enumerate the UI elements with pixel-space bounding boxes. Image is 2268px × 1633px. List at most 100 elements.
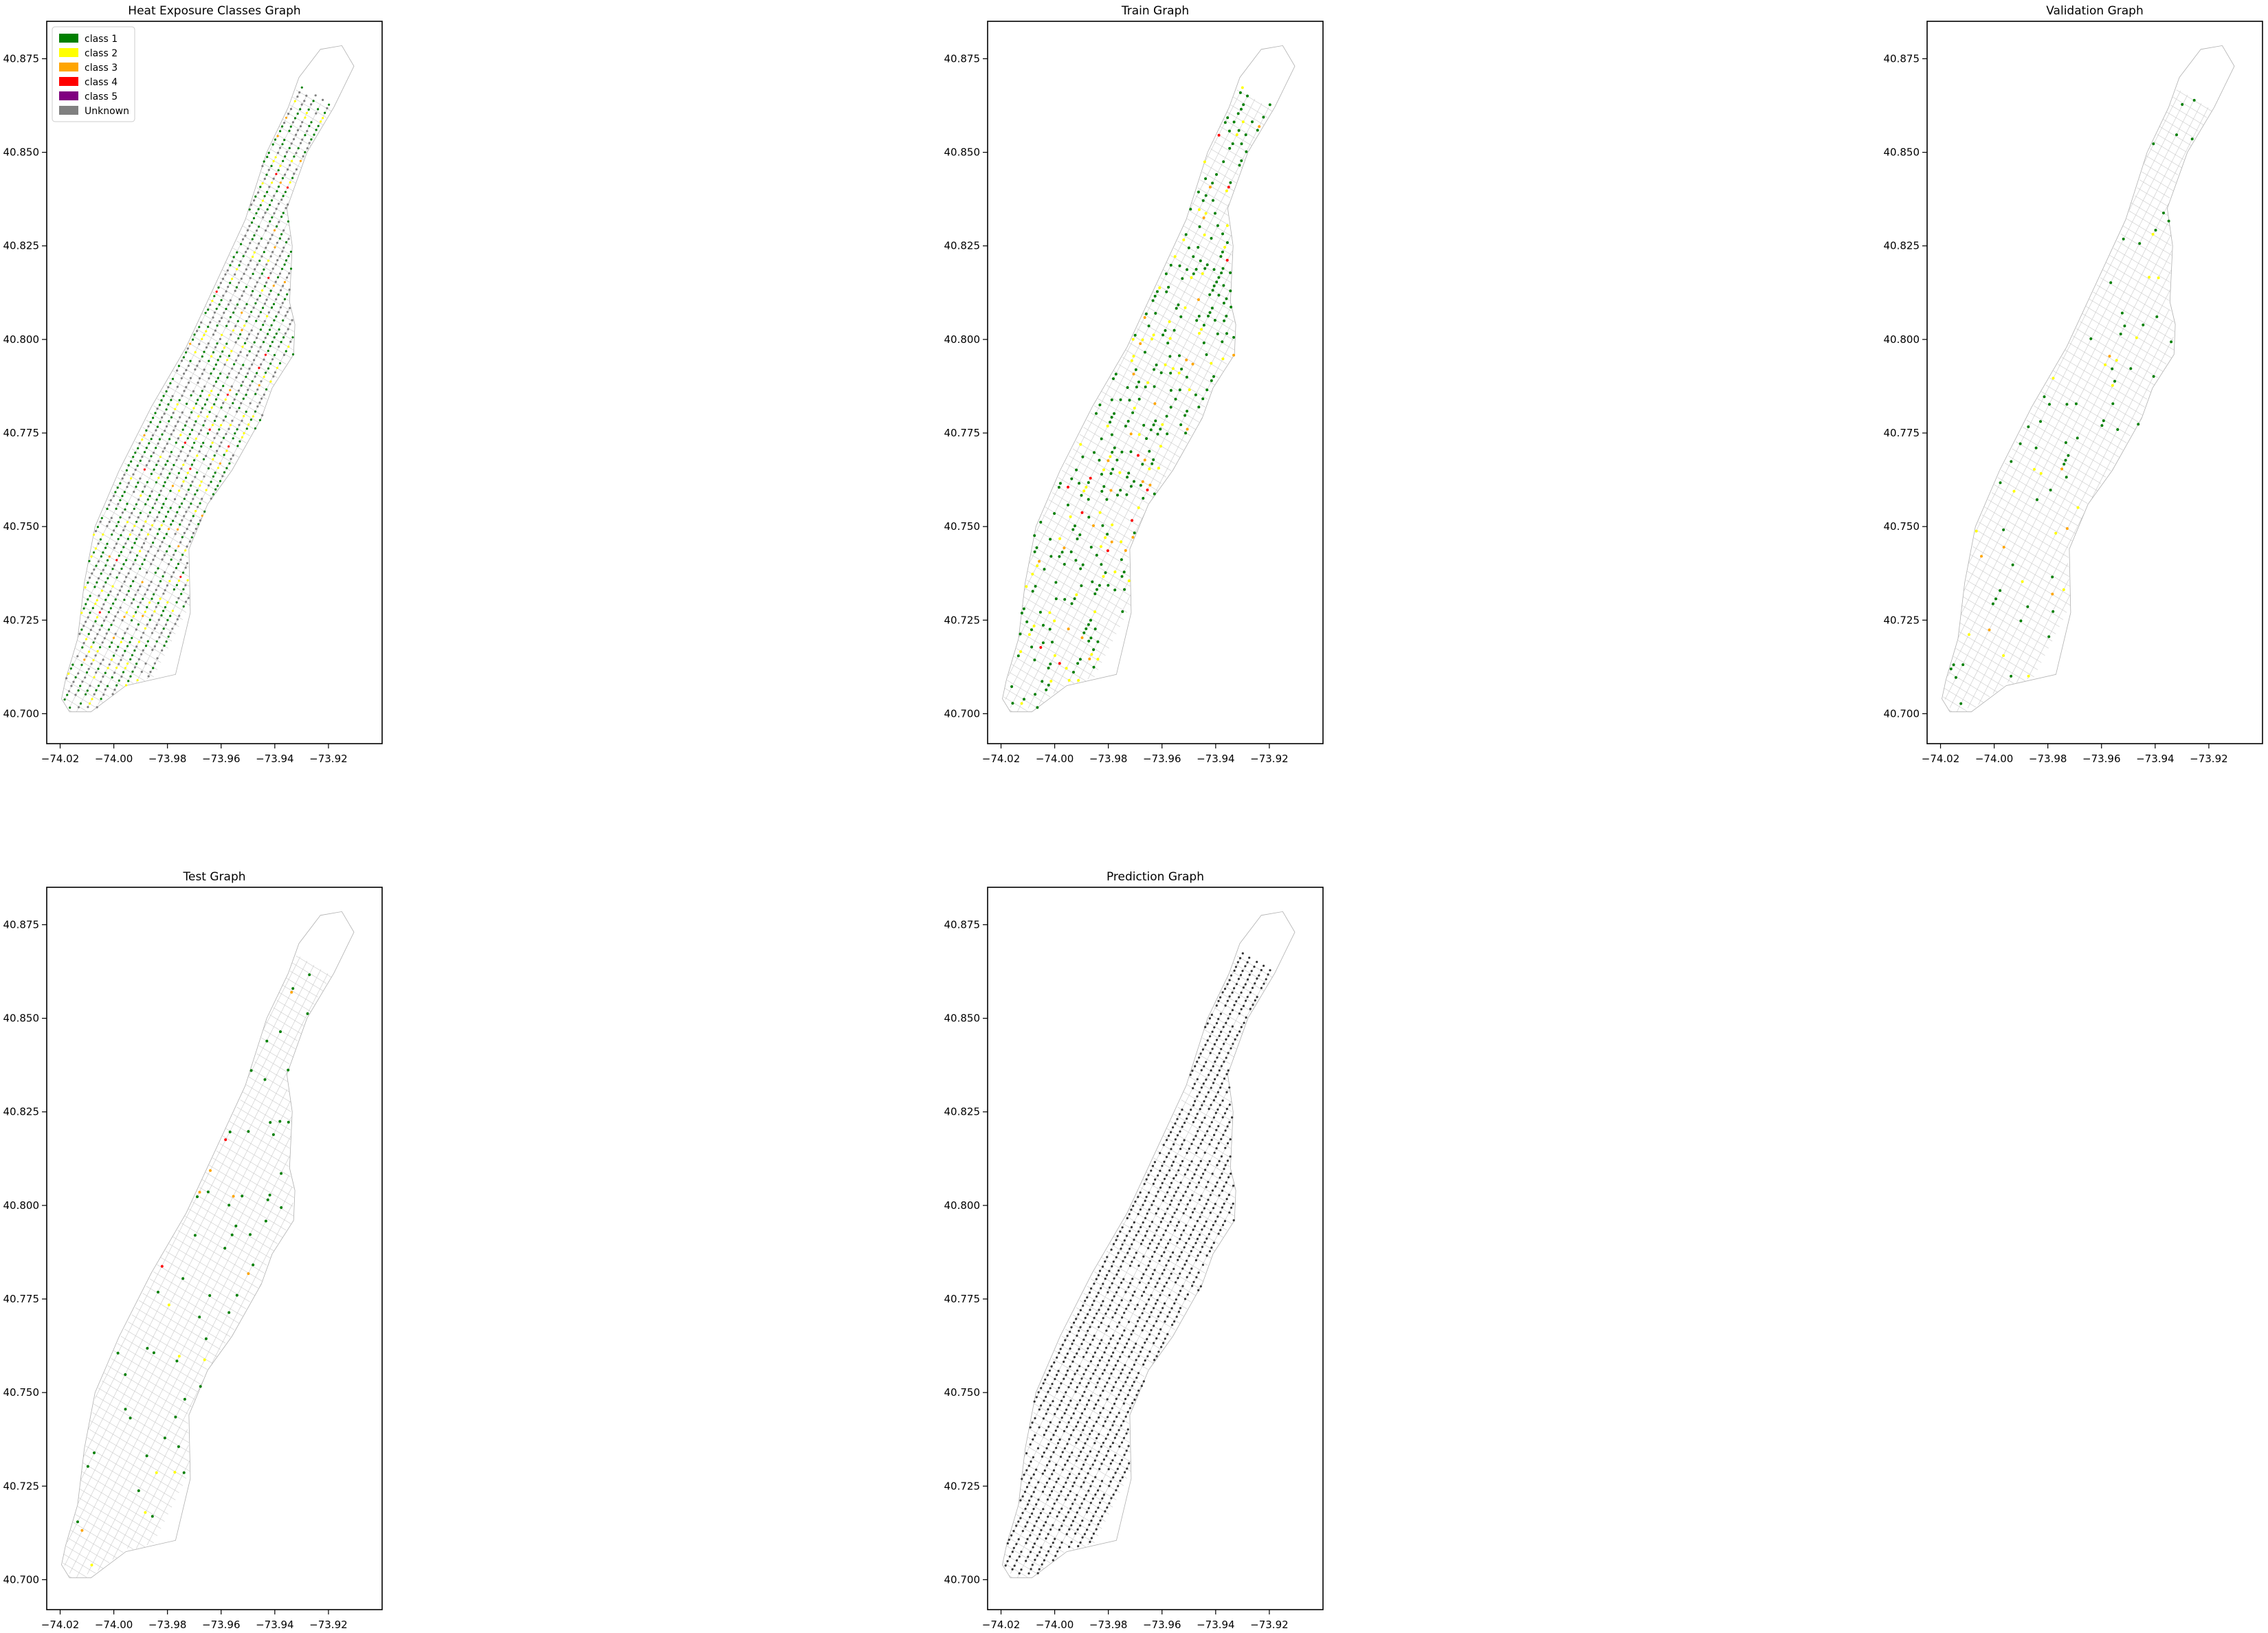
- node: [1106, 1398, 1109, 1401]
- node: [1052, 1400, 1054, 1403]
- node: [1068, 1438, 1071, 1441]
- node: [1148, 1208, 1150, 1211]
- node: [1010, 685, 1014, 688]
- node: [104, 671, 107, 674]
- node: [1179, 1181, 1182, 1184]
- node: [178, 506, 181, 509]
- node: [1208, 1017, 1211, 1020]
- node: [2100, 424, 2104, 427]
- node: [1052, 1434, 1055, 1436]
- node: [1153, 1324, 1155, 1327]
- node: [1086, 1438, 1089, 1441]
- node: [1223, 121, 1227, 124]
- node: [203, 334, 205, 337]
- node: [1208, 1125, 1211, 1128]
- legend-label: class 2: [85, 48, 118, 59]
- node: [1079, 443, 1082, 446]
- node: [259, 204, 262, 207]
- node: [268, 329, 271, 331]
- node: [227, 1203, 231, 1207]
- node: [81, 680, 84, 683]
- node: [1033, 1400, 1036, 1403]
- node: [1192, 1104, 1195, 1107]
- node: [1256, 961, 1258, 964]
- node: [1021, 1511, 1024, 1514]
- node: [1219, 1086, 1222, 1089]
- node: [131, 546, 133, 549]
- node: [188, 540, 191, 543]
- node: [1220, 1155, 1223, 1158]
- node: [1019, 1517, 1022, 1520]
- node: [219, 282, 222, 285]
- node: [1210, 1138, 1213, 1142]
- node: [1166, 342, 1170, 345]
- node: [1192, 1246, 1194, 1249]
- node: [1069, 1434, 1072, 1436]
- node: [205, 454, 208, 458]
- node: [198, 450, 201, 453]
- node: [287, 1068, 290, 1071]
- node: [1172, 1143, 1175, 1146]
- node: [1034, 1559, 1036, 1562]
- node: [1202, 1082, 1205, 1085]
- node: [1221, 1116, 1224, 1119]
- node: [165, 390, 168, 393]
- node: [159, 489, 162, 492]
- node: [264, 337, 267, 340]
- node: [263, 195, 266, 197]
- node: [1214, 1060, 1216, 1063]
- node: [1148, 1243, 1151, 1245]
- node: [120, 585, 123, 588]
- node: [192, 338, 194, 341]
- node: [1081, 1520, 1084, 1522]
- node: [122, 529, 125, 532]
- node: [223, 346, 225, 349]
- node: [1113, 1420, 1115, 1423]
- node: [1087, 515, 1091, 519]
- node: [244, 342, 247, 344]
- node: [1085, 1511, 1089, 1513]
- node: [113, 529, 115, 532]
- node: [144, 485, 146, 488]
- node: [1064, 1356, 1067, 1359]
- node: [1172, 1177, 1175, 1180]
- node: [215, 307, 218, 310]
- y-tick-label: 40.775: [944, 427, 981, 439]
- node: [115, 524, 118, 528]
- node: [89, 611, 91, 614]
- node: [1159, 1169, 1161, 1173]
- node: [1052, 1451, 1055, 1454]
- node: [1077, 1438, 1080, 1441]
- node: [256, 372, 258, 375]
- node: [164, 447, 166, 449]
- node: [1097, 1399, 1100, 1402]
- node: [2002, 654, 2005, 657]
- node: [293, 117, 297, 120]
- node: [1143, 1307, 1146, 1310]
- node: [262, 216, 265, 219]
- node: [124, 1373, 127, 1376]
- node: [1167, 1259, 1170, 1262]
- node: [1067, 503, 1069, 507]
- node: [317, 108, 320, 111]
- node: [106, 559, 109, 562]
- node: [248, 225, 251, 227]
- node: [1151, 1238, 1154, 1241]
- node: [67, 672, 70, 675]
- node: [1189, 1074, 1192, 1076]
- node: [1167, 1242, 1170, 1245]
- node: [1100, 1480, 1104, 1482]
- node: [184, 584, 187, 587]
- node: [1980, 555, 1983, 558]
- node: [1195, 1151, 1198, 1154]
- node: [279, 164, 282, 167]
- node: [192, 515, 194, 518]
- node: [131, 602, 133, 605]
- node: [272, 302, 276, 306]
- node: [224, 398, 227, 401]
- node: [1074, 1390, 1077, 1393]
- node: [1223, 1185, 1225, 1188]
- node: [1106, 424, 1109, 427]
- node: [1156, 432, 1159, 436]
- node: [1094, 1403, 1098, 1406]
